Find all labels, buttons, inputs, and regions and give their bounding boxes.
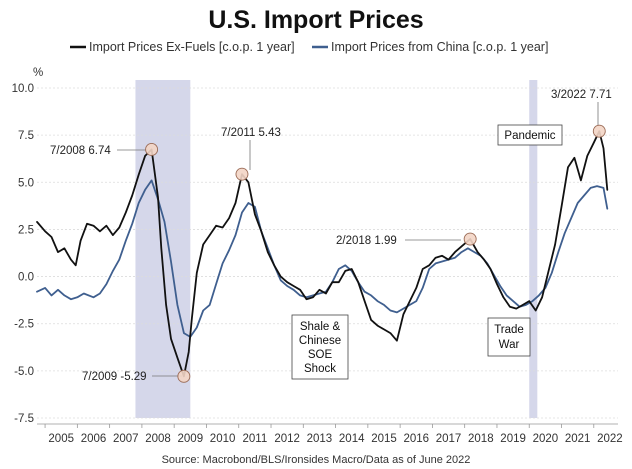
textbox-line: Shock [304, 363, 336, 375]
y-tick-label: -5.0 [14, 366, 34, 378]
x-tick-label: 2019 [500, 433, 526, 445]
x-tick-label: 2010 [210, 433, 236, 445]
textbox-shale-shock: Shale & Chinese SOE Shock [291, 314, 349, 380]
textbox-line: War [499, 339, 520, 351]
x-tick-label: 2017 [436, 433, 462, 445]
x-tick-label: 2016 [403, 433, 429, 445]
x-tick-label: 2005 [48, 433, 74, 445]
shaded-period-1 [529, 80, 538, 418]
shaded-period-0 [135, 80, 191, 418]
x-tick-label: 2021 [565, 433, 591, 445]
y-axis-ticks: 10.0 7.5 5.0 2.5 0.0 -2.5 -5.0 -7.5 [12, 83, 34, 425]
legend: Import Prices Ex-Fuels [c.o.p. 1 year] I… [70, 40, 548, 54]
x-tick-label: 2015 [371, 433, 397, 445]
y-axis-unit-label: % [33, 67, 43, 79]
x-tick-label: 2020 [533, 433, 559, 445]
annotation-7-2011: 7/2011 5.43 [221, 127, 281, 139]
annotation-marker [177, 369, 191, 383]
x-tick-label: 2008 [145, 433, 171, 445]
x-tick-label: 2011 [243, 433, 268, 445]
textbox-pandemic: Pandemic [497, 124, 563, 146]
legend-label-ex-fuels: Import Prices Ex-Fuels [c.o.p. 1 year] [89, 40, 295, 54]
annotation-marker [592, 124, 606, 138]
textbox-line: Shale & [300, 321, 341, 333]
x-tick-label: 2022 [597, 433, 623, 445]
y-tick-label: -2.5 [14, 319, 34, 331]
textbox-line: Chinese [299, 335, 341, 347]
textbox-line: Trade [494, 324, 524, 336]
y-tick-label: 7.5 [18, 130, 34, 142]
x-tick-label: 2006 [81, 433, 107, 445]
annotation-7-2008: 7/2008 6.74 [50, 145, 111, 157]
x-tick-label: 2009 [178, 433, 204, 445]
x-tick-label: 2007 [113, 433, 139, 445]
legend-label-china: Import Prices from China [c.o.p. 1 year] [331, 40, 548, 54]
series-lines [36, 130, 609, 378]
annotation-markers [145, 124, 606, 383]
annotation-marker [463, 232, 477, 246]
annotation-7-2009: 7/2009 -5.29 [82, 371, 147, 383]
annotation-marker [235, 167, 249, 181]
annotation-2-2018: 2/2018 1.99 [336, 235, 397, 247]
annotation-marker [145, 143, 159, 156]
chart-title: U.S. Import Prices [208, 6, 423, 34]
x-tick-label: 2018 [468, 433, 494, 445]
y-tick-label: -7.5 [14, 413, 34, 425]
y-tick-label: 5.0 [18, 177, 34, 189]
shaded-periods [135, 80, 538, 418]
annotation-leaders [117, 102, 599, 377]
source-note: Source: Macrobond/BLS/Ironsides Macro/Da… [162, 454, 471, 466]
x-tick-label: 2013 [307, 433, 333, 445]
x-tick-label: 2012 [274, 433, 300, 445]
series-line-ex-fuels [36, 130, 609, 378]
textbox-trade-war: Trade War [487, 317, 531, 357]
series-line-china [36, 179, 609, 338]
y-tick-label: 0.0 [18, 272, 34, 284]
x-tick-label: 2014 [339, 433, 365, 445]
textbox-line: Pandemic [504, 130, 555, 142]
textbox-line: SOE [308, 349, 333, 361]
y-tick-label: 10.0 [12, 83, 34, 95]
annotation-3-2022: 3/2022 7.71 [551, 89, 612, 101]
y-tick-label: 2.5 [18, 224, 34, 236]
x-axis-ticks: 2005 2006 2007 2008 2009 2010 2011 2012 2013 2014… [44, 424, 623, 445]
